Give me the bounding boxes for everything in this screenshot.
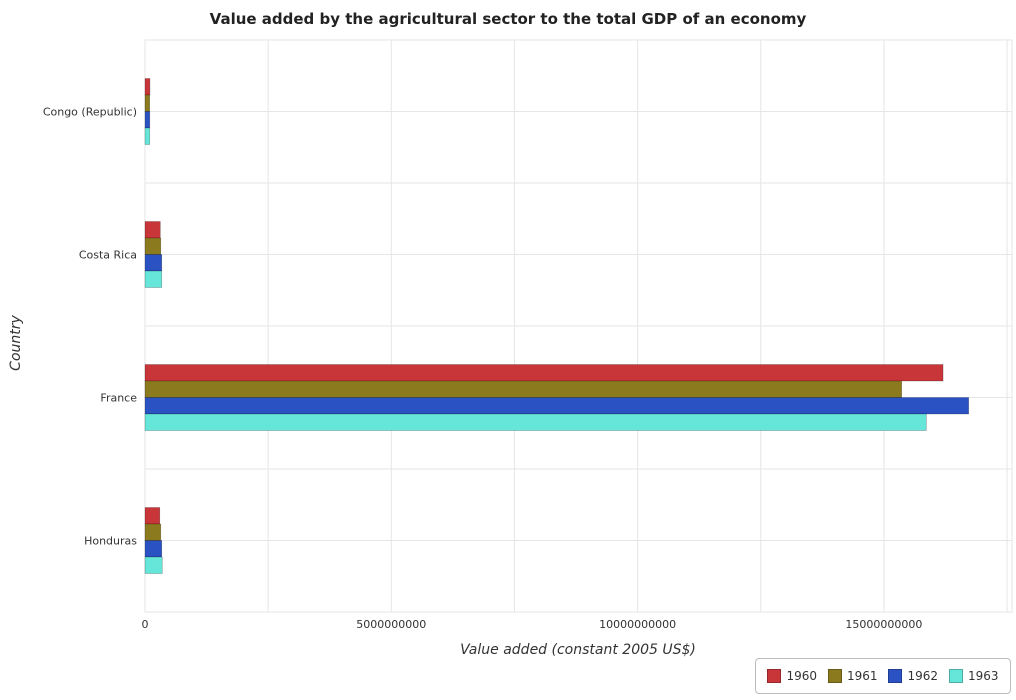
- y-tick-label: Congo (Republic): [43, 106, 137, 119]
- bar-1960: [144, 507, 161, 525]
- legend-swatch: [827, 669, 842, 683]
- bar-1963: [144, 127, 151, 145]
- legend-item: 1960: [767, 669, 817, 683]
- grid-lines: [144, 39, 1013, 613]
- legend-item: 1963: [948, 669, 999, 683]
- y-axis-title: Country: [8, 314, 24, 370]
- legend-swatch: [948, 669, 963, 683]
- bar-1961: [144, 380, 902, 398]
- x-tick-label: 5000000000: [356, 618, 426, 631]
- bar-1963: [144, 556, 163, 574]
- legend-label: 1962: [907, 669, 939, 683]
- bar-1963: [144, 413, 927, 431]
- legend-item: 1962: [888, 669, 938, 683]
- y-tick-label: Costa Rica: [79, 249, 137, 262]
- axes: 0 5000000000 10000000000 15000000000 Congo (…: [43, 106, 923, 632]
- bar-1961: [144, 94, 150, 112]
- bar-1960: [144, 78, 151, 96]
- legend-label: 1963: [967, 669, 999, 683]
- chart-title: Value added by the agricultural sector t…: [209, 10, 807, 28]
- y-tick-label: France: [100, 392, 137, 405]
- x-tick-label: 10000000000: [599, 618, 676, 631]
- x-tick-label: 15000000000: [845, 618, 922, 631]
- bar-1960: [144, 221, 161, 239]
- legend-label: 1961: [846, 669, 878, 683]
- legend-swatch: [767, 669, 782, 683]
- legend: 1960 1961 1962 1963: [755, 658, 1011, 694]
- legend-item: 1961: [827, 669, 878, 683]
- x-tick-label: 0: [142, 618, 149, 631]
- bars: [144, 78, 969, 574]
- bar-1962: [144, 111, 151, 129]
- legend-swatch: [888, 669, 903, 683]
- bar-1963: [144, 270, 163, 288]
- y-tick-label: Honduras: [84, 535, 137, 548]
- legend-label: 1960: [786, 669, 818, 683]
- x-axis-title: Value added (constant 2005 US$): [460, 642, 696, 658]
- bar-1961: [144, 523, 162, 541]
- bar-1962: [144, 540, 163, 558]
- bar-1962: [144, 254, 163, 272]
- bar-1962: [144, 397, 969, 415]
- bar-1961: [144, 237, 162, 255]
- bar-1960: [144, 364, 944, 382]
